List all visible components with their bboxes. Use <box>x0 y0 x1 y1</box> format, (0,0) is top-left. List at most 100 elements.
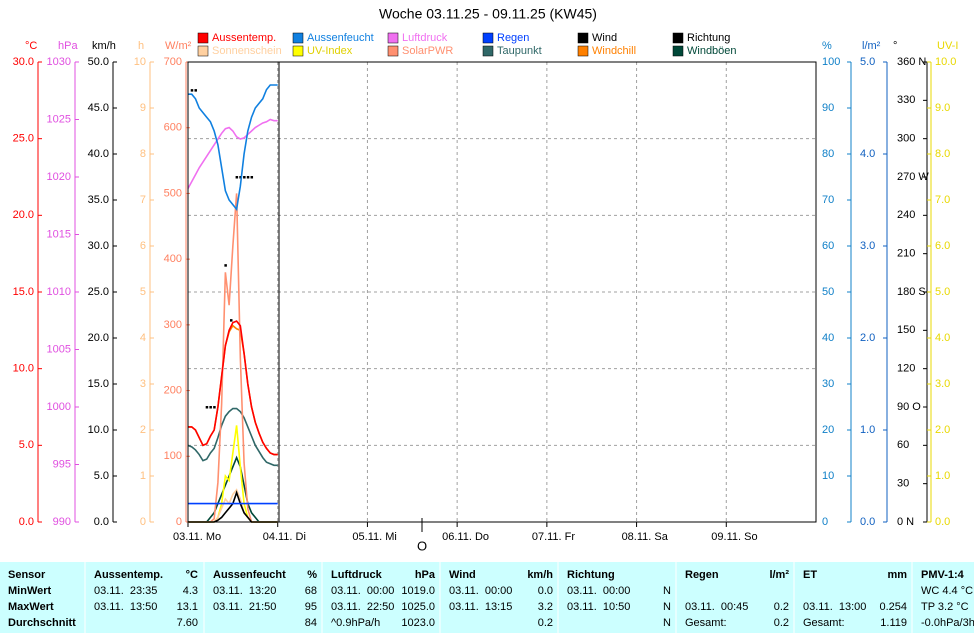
y-tick-label: 200 <box>164 384 182 396</box>
y-tick-label: 400 <box>164 253 182 265</box>
axis-title: hPa <box>58 40 78 52</box>
y-tick-label: 1010 <box>47 286 71 298</box>
cell-value: N <box>663 585 671 597</box>
row-label: Sensor <box>8 569 46 581</box>
y-tick-label: 40.0 <box>88 148 109 160</box>
legend-swatch <box>387 45 399 57</box>
x-tick-label: 08.11. Sa <box>622 531 669 543</box>
y-tick-label: 15.0 <box>13 286 34 298</box>
y-tick-label: 50.0 <box>88 56 109 68</box>
series-line <box>188 84 278 212</box>
direction-point <box>224 264 227 267</box>
cell-time: 03.11. 00:00 <box>449 585 512 597</box>
y-tick-label: 2 <box>140 424 146 436</box>
cell-value: 1023.0 <box>401 617 435 629</box>
axis-title: % <box>822 40 832 52</box>
cell-value: 68 <box>305 585 317 597</box>
y-tick-label: 8.0 <box>935 148 950 160</box>
y-tick-label: 1015 <box>47 228 71 240</box>
y-tick-label: 500 <box>164 187 182 199</box>
column-title: PMV-1:4 <box>921 569 965 581</box>
y-tick-label: 360 N <box>897 56 926 68</box>
y-tick-label: 5.0 <box>94 470 109 482</box>
column-unit: °C <box>186 569 198 581</box>
y-tick-label: 270 W <box>897 171 929 183</box>
y-tick-label: 240 <box>897 209 915 221</box>
y-tick-label: 4 <box>140 332 146 344</box>
y-tick-label: 5 <box>140 286 146 298</box>
y-tick-label: 0 N <box>897 516 914 528</box>
axis-title: UV-I <box>937 40 958 52</box>
cell-value: N <box>663 617 671 629</box>
legend-swatch <box>197 32 209 44</box>
y-tick-label: 45.0 <box>88 102 109 114</box>
y-tick-label: 90 O <box>897 401 921 413</box>
y-tick-label: 60 <box>822 240 834 252</box>
x-tick-label: 03.11. Mo <box>173 531 221 543</box>
column-title: ET <box>803 569 817 581</box>
y-tick-label: 5.0 <box>19 439 34 451</box>
direction-point <box>229 319 233 322</box>
y-tick-label: 5.0 <box>860 56 875 68</box>
y-tick-label: 9.0 <box>935 102 950 114</box>
y-tick-label: 50 <box>822 286 834 298</box>
series-line <box>187 118 278 189</box>
cell-time: 03.11. 22:50 <box>331 601 394 613</box>
cell-value: 1025.0 <box>401 601 435 613</box>
cell-time: 03.11. 00:45 <box>685 601 748 613</box>
column-unit: % <box>307 569 317 581</box>
y-tick-label: 30.0 <box>13 56 34 68</box>
y-tick-label: 995 <box>53 458 71 470</box>
row-label: MinWert <box>8 585 52 597</box>
x-tick-label: 09.11. So <box>711 531 757 543</box>
y-tick-label: 1.0 <box>860 424 875 436</box>
cell-value: 3.2 <box>538 601 553 613</box>
annotation-label: O <box>417 538 427 553</box>
axis-title: °C <box>25 40 37 52</box>
legend-swatch <box>387 32 399 44</box>
cell-time: 03.11. 13:15 <box>449 601 512 613</box>
y-tick-label: 10.0 <box>88 424 109 436</box>
y-tick-label: 80 <box>822 148 834 160</box>
y-tick-label: 120 <box>897 363 915 375</box>
axis-title: km/h <box>92 40 116 52</box>
y-tick-label: 1025 <box>47 113 71 125</box>
legend-label: Aussenfeucht <box>307 32 374 44</box>
y-tick-label: 0.0 <box>19 516 34 528</box>
y-tick-label: 7.0 <box>935 194 950 206</box>
y-tick-label: 330 <box>897 94 915 106</box>
y-tick-label: 300 <box>897 133 915 145</box>
y-tick-label: 10 <box>134 56 146 68</box>
plot-frame <box>187 61 817 523</box>
legend-swatch <box>577 32 589 44</box>
direction-point <box>205 406 209 409</box>
y-tick-label: 1030 <box>47 56 71 68</box>
y-tick-label: 100 <box>164 450 182 462</box>
legend-swatch <box>482 32 494 44</box>
y-tick-label: 1000 <box>47 401 71 413</box>
cell-value: 0.254 <box>879 601 907 613</box>
y-tick-label: 0.0 <box>94 516 109 528</box>
legend-label: Luftdruck <box>402 32 448 44</box>
y-tick-label: 0 <box>176 516 182 528</box>
y-tick-label: 6 <box>140 240 146 252</box>
y-tick-label: 35.0 <box>88 194 109 206</box>
cell-value: 1.119 <box>880 617 907 629</box>
y-tick-label: 1020 <box>47 171 71 183</box>
y-tick-label: 7 <box>140 194 146 206</box>
x-tick-label: 06.11. Do <box>442 531 489 543</box>
y-tick-label: 0 <box>822 516 828 528</box>
cell-value: N <box>663 601 671 613</box>
y-tick-label: 0.0 <box>860 516 875 528</box>
series-line <box>187 407 278 467</box>
legend-label: Windchill <box>592 45 636 57</box>
y-tick-label: 30 <box>822 378 834 390</box>
column-title: Regen <box>685 569 719 581</box>
axis-title: h <box>138 40 144 52</box>
cell-time: TP 3.2 °C <box>921 601 969 613</box>
cell-time: WC 4.4 °C <box>921 585 973 597</box>
column-unit: hPa <box>415 569 436 581</box>
axis-title: l/m² <box>862 40 881 52</box>
